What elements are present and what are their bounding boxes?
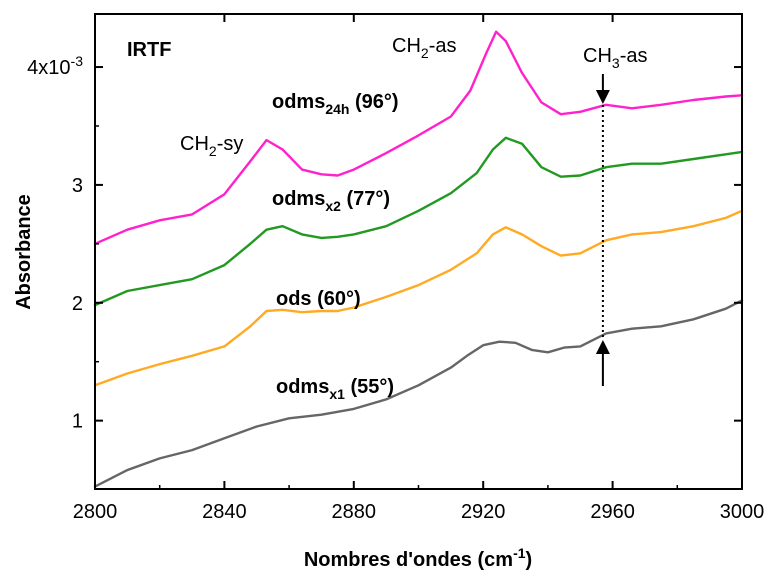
y-tick-label: 4x10-3 [27,53,83,79]
x-axis-title: Nombres d'ondes (cm-1) [304,545,532,571]
tick-layer: 2800 2840 2880 2920 2960 3000 1 2 3 4x10-3 [27,14,764,523]
series-label-ods: ods (60°) [276,288,361,310]
x-tick-label: 2920 [461,501,506,523]
marker-layer [595,74,610,386]
x-axis-title-end: ) [526,549,533,571]
series-line-2 [93,209,744,387]
series-line-3 [93,299,744,488]
series-line-0 [93,30,744,246]
plot-frame [94,13,743,490]
series-label-odmsx2: odmsx2 (77°) [272,188,390,214]
x-axis-title-sup: -1 [513,545,526,561]
x-tick-label: 2800 [73,501,118,523]
series-layer [93,30,744,488]
panel-label: IRTF [127,39,171,61]
down-arrow-icon [595,90,610,104]
x-tick-label: 3000 [720,501,765,523]
x-tick-label: 2840 [202,501,247,523]
x-axis-title-text: Nombres d'ondes (cm [304,549,513,571]
series-label-odmsx1: odmsx1 (55°) [276,376,394,402]
y-axis-title: Absorbance [13,194,35,310]
series-label-odms24h: odms24h (96°) [272,91,399,117]
annotation-ch2-as: CH2-as [392,35,456,61]
y-tick-label: 3 [72,175,83,197]
up-arrow-icon [595,340,610,354]
annotation-ch3-as: CH3-as [583,45,647,71]
series-line-1 [93,136,744,307]
y-tick-label: 2 [72,293,83,315]
x-tick-label: 2960 [590,501,635,523]
annotation-ch2-sy: CH2-sy [180,133,243,159]
y-tick-label: 1 [72,411,83,433]
x-tick-label: 2880 [332,501,377,523]
